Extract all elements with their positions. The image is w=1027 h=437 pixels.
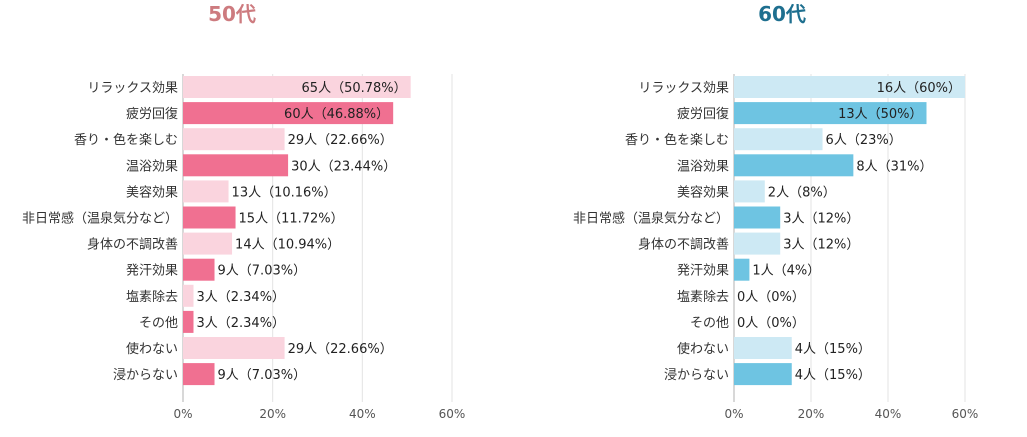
data-label: 29人（22.66%） xyxy=(288,342,393,357)
chart-title: 60代 xyxy=(758,2,806,26)
category-label: 使わない xyxy=(677,341,729,357)
data-label: 3人（12%） xyxy=(783,238,859,253)
bar xyxy=(183,337,285,359)
bar xyxy=(734,154,854,177)
data-label: 30人（23.44%） xyxy=(291,159,396,174)
x-tick-label: 40% xyxy=(349,407,376,421)
data-label: 65人（50.78%） xyxy=(302,81,407,96)
bar xyxy=(734,180,765,203)
data-label: 0人（0%） xyxy=(737,316,805,331)
category-label: 美容効果 xyxy=(126,184,178,200)
category-label: 使わない xyxy=(126,341,178,357)
data-label: 9人（7.03%） xyxy=(218,264,307,279)
data-label: 3人（2.34%） xyxy=(196,316,285,331)
bar xyxy=(183,206,236,229)
data-label: 9人（7.03%） xyxy=(218,368,307,383)
x-tick-label: 60% xyxy=(439,407,466,421)
bar xyxy=(183,76,411,98)
bar xyxy=(734,206,781,229)
bar xyxy=(734,258,750,281)
category-label: 美容効果 xyxy=(677,184,729,200)
data-label: 8人（31%） xyxy=(856,159,932,174)
data-label: 60人（46.88%） xyxy=(284,107,389,122)
bar xyxy=(183,102,394,125)
data-label: 29人（22.66%） xyxy=(288,133,393,148)
data-label: 1人（4%） xyxy=(752,264,820,279)
category-label: 非日常感（温泉気分など） xyxy=(22,211,178,227)
category-label: 疲労回復 xyxy=(677,106,729,122)
bar xyxy=(734,232,781,255)
data-label: 3人（12%） xyxy=(783,212,859,227)
data-label: 2人（8%） xyxy=(768,185,836,200)
bar xyxy=(183,363,215,386)
bar xyxy=(734,337,792,359)
x-tick-label: 20% xyxy=(798,407,825,421)
bar xyxy=(183,154,289,177)
bar xyxy=(734,128,823,151)
category-label: リラックス効果 xyxy=(638,81,729,96)
category-label: 香り・色を楽しむ xyxy=(625,132,729,148)
data-label: 0人（0%） xyxy=(737,290,805,305)
data-label: 15人（11.72%） xyxy=(239,212,344,227)
category-label: 身体の不調改善 xyxy=(87,237,178,253)
category-label: 温浴効果 xyxy=(126,159,178,174)
bar xyxy=(183,180,229,203)
data-label: 6人（23%） xyxy=(826,133,902,148)
category-label: 浸からない xyxy=(113,368,178,383)
data-label: 3人（2.34%） xyxy=(196,290,285,305)
data-label: 4人（15%） xyxy=(795,368,871,383)
category-label: 香り・色を楽しむ xyxy=(74,132,178,148)
bar xyxy=(734,102,927,125)
category-label: その他 xyxy=(690,316,729,331)
data-label: 13人（10.16%） xyxy=(232,185,337,200)
chart-60s: 60代 0% 20% 40% 60% リラックス効果 16人（60%） 疲労回復 13人（50%… xyxy=(573,2,978,421)
category-label: 非日常感（温泉気分など） xyxy=(573,211,729,227)
x-tick-label: 0% xyxy=(173,407,192,421)
chart-50s: 50代 0% 20% 40% 60% リラックス効果 65人（50.78%） 疲労回復 60人（… xyxy=(22,2,465,421)
category-label: 浸からない xyxy=(664,368,729,383)
bar xyxy=(183,258,215,281)
data-label: 14人（10.94%） xyxy=(235,238,340,253)
category-label: 発汗効果 xyxy=(677,264,729,279)
bar xyxy=(183,232,233,255)
bar xyxy=(183,310,194,333)
x-tick-label: 0% xyxy=(724,407,743,421)
x-tick-label: 40% xyxy=(875,407,902,421)
data-label: 4人（15%） xyxy=(795,342,871,357)
category-label: 温浴効果 xyxy=(677,159,729,174)
x-tick-label: 60% xyxy=(952,407,979,421)
x-tick-label: 20% xyxy=(259,407,286,421)
bar xyxy=(734,76,965,98)
category-label: 発汗効果 xyxy=(126,264,178,279)
bar xyxy=(734,363,792,386)
category-label: 疲労回復 xyxy=(126,106,178,122)
data-label: 16人（60%） xyxy=(877,81,961,96)
category-label: 塩素除去 xyxy=(677,290,729,305)
category-label: リラックス効果 xyxy=(87,81,178,96)
chart-title: 50代 xyxy=(208,2,256,26)
bar xyxy=(183,128,285,151)
category-label: その他 xyxy=(139,316,178,331)
bar xyxy=(183,284,194,307)
category-label: 塩素除去 xyxy=(126,290,178,305)
category-label: 身体の不調改善 xyxy=(638,237,729,253)
data-label: 13人（50%） xyxy=(838,107,922,122)
